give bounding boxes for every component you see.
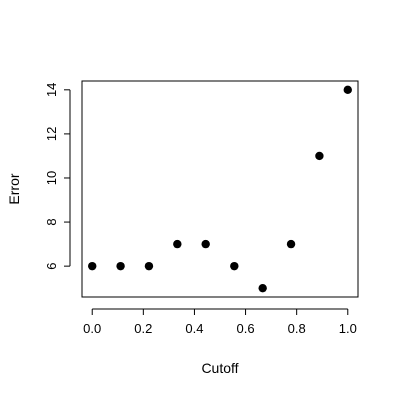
data-point [343, 85, 352, 95]
x-axis: 0.0 0.2 0.4 0.6 0.8 1.0 [83, 308, 357, 336]
y-axis: 6 8 10 12 14 [44, 83, 71, 270]
y-tick-label: 6 [44, 263, 59, 270]
x-tick-label: 0.6 [237, 321, 255, 336]
x-tick-label: 0.0 [83, 321, 101, 336]
x-tick-label: 1.0 [339, 321, 357, 336]
data-point [88, 261, 97, 271]
data-point [173, 239, 182, 249]
y-tick-label: 10 [44, 171, 59, 185]
x-tick-label: 0.4 [185, 321, 203, 336]
x-tick-label: 0.2 [134, 321, 152, 336]
plot-box [81, 80, 359, 298]
y-tick-label: 12 [44, 127, 59, 141]
y-tick-label: 8 [44, 218, 59, 225]
data-point [315, 151, 324, 161]
data-point [258, 283, 267, 293]
data-point [230, 261, 239, 271]
data-points [88, 85, 352, 293]
data-point [116, 261, 125, 271]
x-tick-label: 0.8 [288, 321, 306, 336]
data-point [144, 261, 154, 271]
data-point [286, 239, 296, 249]
x-axis-title: Cutoff [201, 360, 238, 376]
data-point [201, 239, 210, 249]
y-axis-title: Error [6, 173, 22, 204]
y-tick-label: 14 [44, 83, 59, 97]
